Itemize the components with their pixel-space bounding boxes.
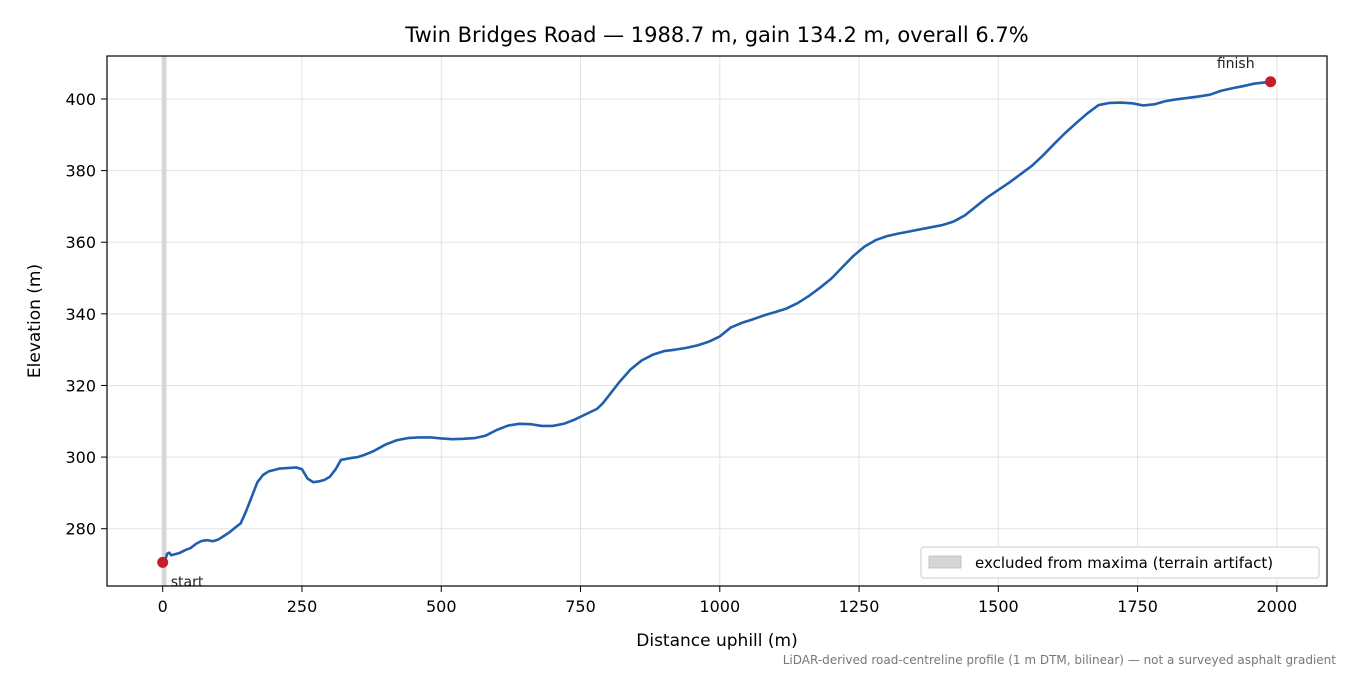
legend: excluded from maxima (terrain artifact)	[920, 546, 1320, 579]
endpoint-markers: start finish	[157, 56, 1277, 590]
start-label: start	[171, 574, 204, 590]
excluded-band	[161, 56, 167, 586]
elevation-line	[161, 80, 1271, 564]
x-axis-ticks: 0 250 500 750 1000 1250 1500 1750 2000	[158, 586, 1298, 616]
y-tick-label: 380	[65, 162, 96, 181]
footnote: LiDAR-derived road-centreline profile (1…	[783, 653, 1337, 667]
y-tick-label: 400	[65, 90, 96, 109]
y-axis-label: Elevation (m)	[25, 264, 45, 378]
y-tick-label: 300	[65, 448, 96, 467]
excluded-band-rect	[161, 56, 167, 586]
x-tick-label: 750	[565, 597, 596, 616]
y-tick-label: 340	[65, 305, 96, 324]
legend-box	[920, 546, 1320, 579]
grid-lines	[107, 56, 1327, 586]
x-tick-label: 2000	[1257, 597, 1298, 616]
finish-marker	[1265, 76, 1277, 88]
x-tick-label: 500	[426, 597, 457, 616]
x-tick-label: 250	[287, 597, 318, 616]
finish-label: finish	[1217, 56, 1255, 72]
legend-swatch	[928, 555, 962, 569]
x-tick-label: 1250	[839, 597, 880, 616]
x-tick-label: 0	[158, 597, 168, 616]
x-tick-label: 1000	[699, 597, 740, 616]
y-axis-ticks: 280 300 320 340 360 380 400	[65, 90, 107, 539]
chart-title: Twin Bridges Road — 1988.7 m, gain 134.2…	[404, 23, 1028, 47]
x-tick-label: 1750	[1117, 597, 1158, 616]
legend-label: excluded from maxima (terrain artifact)	[975, 554, 1273, 572]
x-tick-label: 1500	[978, 597, 1019, 616]
y-tick-label: 360	[65, 233, 96, 252]
y-tick-label: 280	[65, 520, 96, 539]
x-axis-label: Distance uphill (m)	[636, 631, 797, 651]
plot-frame	[106, 55, 1328, 587]
y-tick-label: 320	[65, 376, 96, 395]
start-marker	[157, 556, 169, 568]
